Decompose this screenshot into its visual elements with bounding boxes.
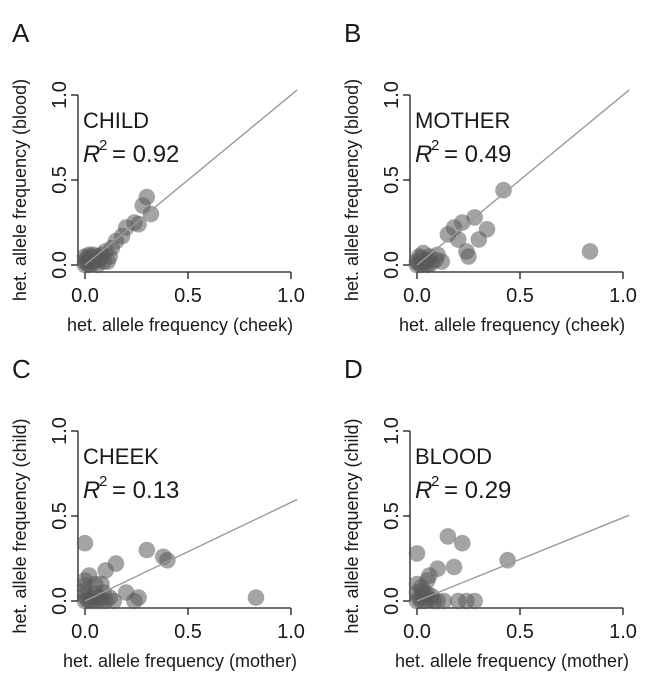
data-point bbox=[449, 231, 467, 248]
x-tick-label: 1.0 bbox=[609, 621, 637, 643]
r2-value: = 0.49 bbox=[444, 141, 511, 168]
y-tick-label: 1.0 bbox=[49, 417, 71, 445]
y-tick-label: 0.5 bbox=[381, 166, 403, 194]
r2-symbol: R bbox=[415, 141, 432, 168]
r2-value: = 0.92 bbox=[112, 141, 179, 168]
data-point bbox=[495, 181, 512, 199]
r2-symbol: R bbox=[415, 477, 432, 504]
r2-value: = 0.29 bbox=[444, 477, 511, 504]
y-axis-title: het. allele frequency (child) bbox=[342, 418, 362, 633]
panel-label: CHILD bbox=[83, 108, 149, 133]
data-point bbox=[419, 256, 436, 274]
y-tick-label: 1.0 bbox=[49, 81, 71, 109]
panel-label: MOTHER bbox=[415, 108, 510, 133]
data-point bbox=[107, 555, 125, 572]
panel-letter: C bbox=[12, 354, 31, 384]
panel-letter: D bbox=[344, 354, 363, 384]
x-tick-label: 0.5 bbox=[174, 285, 202, 307]
data-point bbox=[142, 205, 160, 223]
r2-exponent: 2 bbox=[99, 137, 107, 154]
panel-b: B 0.0 0.5 1.0 0.0 0.5 1.0 het. allele frequency… bbox=[342, 18, 637, 335]
data-point bbox=[138, 541, 156, 559]
x-tick-label: 1.0 bbox=[609, 285, 637, 307]
data-point bbox=[76, 534, 94, 552]
fit-line bbox=[84, 89, 298, 266]
data-point bbox=[581, 243, 599, 260]
x-tick-label: 1.0 bbox=[277, 285, 305, 307]
data-point bbox=[159, 551, 176, 569]
data-point bbox=[105, 592, 123, 610]
data-point bbox=[454, 534, 471, 552]
y-axis-title: het. allele frequency (blood) bbox=[342, 79, 362, 301]
fit-line bbox=[416, 514, 630, 602]
data-point bbox=[80, 246, 98, 264]
x-tick-label: 0.5 bbox=[506, 621, 534, 643]
panel-letter: B bbox=[344, 18, 361, 48]
panel-d: D 0.0 0.5 1.0 0.0 0.5 1.0 het. allele frequency… bbox=[342, 354, 637, 671]
x-tick-label: 0.5 bbox=[174, 621, 202, 643]
x-tick-label: 0.5 bbox=[506, 285, 534, 307]
y-tick-label: 0.0 bbox=[49, 251, 71, 279]
data-point bbox=[421, 567, 438, 584]
data-point bbox=[445, 558, 463, 576]
data-point bbox=[478, 221, 496, 238]
panel-letter: A bbox=[12, 18, 30, 48]
x-tick-label: 0.0 bbox=[71, 285, 99, 307]
panel-c: C 0.0 0.5 1.0 0.0 0.5 1.0 het. allele frequency… bbox=[10, 354, 305, 671]
fit-line bbox=[84, 498, 298, 602]
data-point bbox=[130, 589, 147, 606]
panel-label: BLOOD bbox=[415, 444, 492, 469]
x-tick-label: 0.0 bbox=[403, 285, 431, 307]
panel-a: A 0.0 0.5 1.0 0.0 0.5 1.0 het. allele frequency… bbox=[10, 18, 305, 335]
fit-line bbox=[416, 89, 630, 266]
y-axis-title: het. allele frequency (blood) bbox=[10, 79, 30, 301]
data-point bbox=[408, 545, 426, 562]
data-points bbox=[76, 188, 160, 274]
data-point bbox=[460, 248, 477, 265]
data-points bbox=[408, 181, 599, 274]
y-tick-label: 0.0 bbox=[49, 587, 71, 615]
data-points bbox=[76, 534, 265, 610]
y-tick-label: 0.0 bbox=[381, 587, 403, 615]
x-axis-title: het. allele frequency (mother) bbox=[395, 651, 629, 671]
r2-symbol: R bbox=[83, 477, 100, 504]
data-points bbox=[408, 528, 516, 610]
data-point bbox=[435, 592, 453, 610]
r2-symbol: R bbox=[83, 141, 100, 168]
y-tick-label: 0.0 bbox=[381, 251, 403, 279]
data-point bbox=[138, 188, 156, 206]
r2-exponent: 2 bbox=[431, 137, 439, 154]
x-tick-label: 0.0 bbox=[71, 621, 99, 643]
data-point bbox=[433, 253, 451, 270]
x-axis-title: het. allele frequency (cheek) bbox=[399, 315, 625, 335]
x-axis-title: het. allele frequency (mother) bbox=[63, 651, 297, 671]
data-point bbox=[130, 215, 147, 233]
y-tick-label: 1.0 bbox=[381, 81, 403, 109]
data-point bbox=[80, 567, 98, 584]
data-point bbox=[439, 528, 457, 545]
x-tick-label: 1.0 bbox=[277, 621, 305, 643]
y-tick-label: 1.0 bbox=[381, 417, 403, 445]
y-axis-title: het. allele frequency (child) bbox=[10, 418, 30, 633]
r2-exponent: 2 bbox=[431, 473, 439, 490]
panel-label: CHEEK bbox=[83, 444, 159, 469]
x-axis-title: het. allele frequency (cheek) bbox=[67, 315, 293, 335]
data-point bbox=[414, 582, 432, 600]
data-point bbox=[99, 253, 116, 270]
r2-exponent: 2 bbox=[99, 473, 107, 490]
y-tick-label: 0.5 bbox=[49, 502, 71, 530]
y-tick-label: 0.5 bbox=[49, 166, 71, 194]
data-point bbox=[247, 589, 265, 606]
data-point bbox=[499, 551, 516, 569]
y-tick-label: 0.5 bbox=[381, 502, 403, 530]
data-point bbox=[466, 592, 483, 610]
r2-value: = 0.13 bbox=[112, 477, 179, 504]
x-tick-label: 0.0 bbox=[403, 621, 431, 643]
